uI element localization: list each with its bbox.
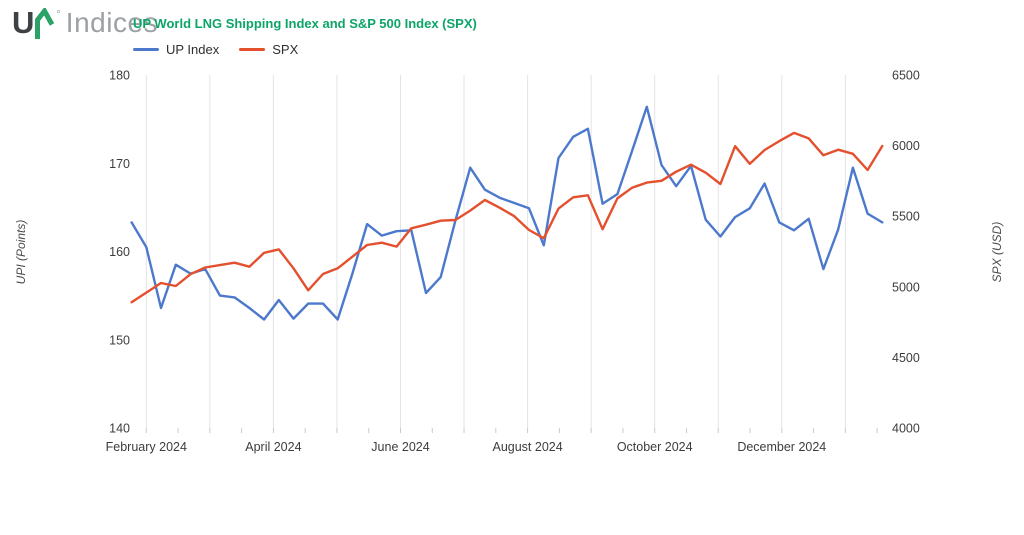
legend-item-up-index[interactable]: UP Index xyxy=(133,42,219,57)
right-axis-tick-label: 6000 xyxy=(892,139,920,153)
x-axis-label: October 2024 xyxy=(617,440,693,454)
chart-legend: UP Index SPX xyxy=(133,42,318,57)
left-axis-title: UPI (Points) xyxy=(14,220,28,285)
right-axis-tick-label: 5500 xyxy=(892,210,920,224)
up-index-line-swatch xyxy=(133,48,159,51)
logo-degree-mark: ° xyxy=(56,9,61,21)
legend-label: UP Index xyxy=(166,42,220,57)
left-axis-tick-label: 140 xyxy=(109,422,130,436)
left-axis-tick-label: 150 xyxy=(109,333,130,347)
up-index-line-series xyxy=(130,105,884,321)
logo-wordmark: Indices xyxy=(65,7,159,38)
legend-item-spx[interactable]: SPX xyxy=(239,42,298,57)
chart-title: UP World LNG Shipping Index and S&P 500 … xyxy=(133,16,477,31)
up-arrow-icon xyxy=(35,8,55,39)
logo-letter-u: U xyxy=(12,5,34,40)
left-axis-tick-label: 180 xyxy=(109,69,130,83)
right-axis-tick-label: 5000 xyxy=(892,280,920,294)
x-axis-label: April 2024 xyxy=(245,440,301,454)
up-indices-logo[interactable]: U ° Indices xyxy=(12,6,158,40)
x-axis-label: February 2024 xyxy=(106,440,187,454)
x-axis-label: December 2024 xyxy=(737,440,826,454)
left-axis-tick-label: 170 xyxy=(109,157,130,171)
left-axis-tick-label: 160 xyxy=(109,245,130,259)
x-axis-label: June 2024 xyxy=(371,440,429,454)
spx-line-swatch xyxy=(239,48,266,51)
right-axis-tick-label: 4000 xyxy=(892,422,920,436)
right-axis-tick-label: 6500 xyxy=(892,69,920,83)
spx-line-series xyxy=(130,131,884,304)
right-axis-tick-label: 4500 xyxy=(892,351,920,365)
right-axis-title: SPX (USD) xyxy=(990,222,1004,283)
x-axis-label: August 2024 xyxy=(492,440,562,454)
legend-label: SPX xyxy=(272,42,299,57)
